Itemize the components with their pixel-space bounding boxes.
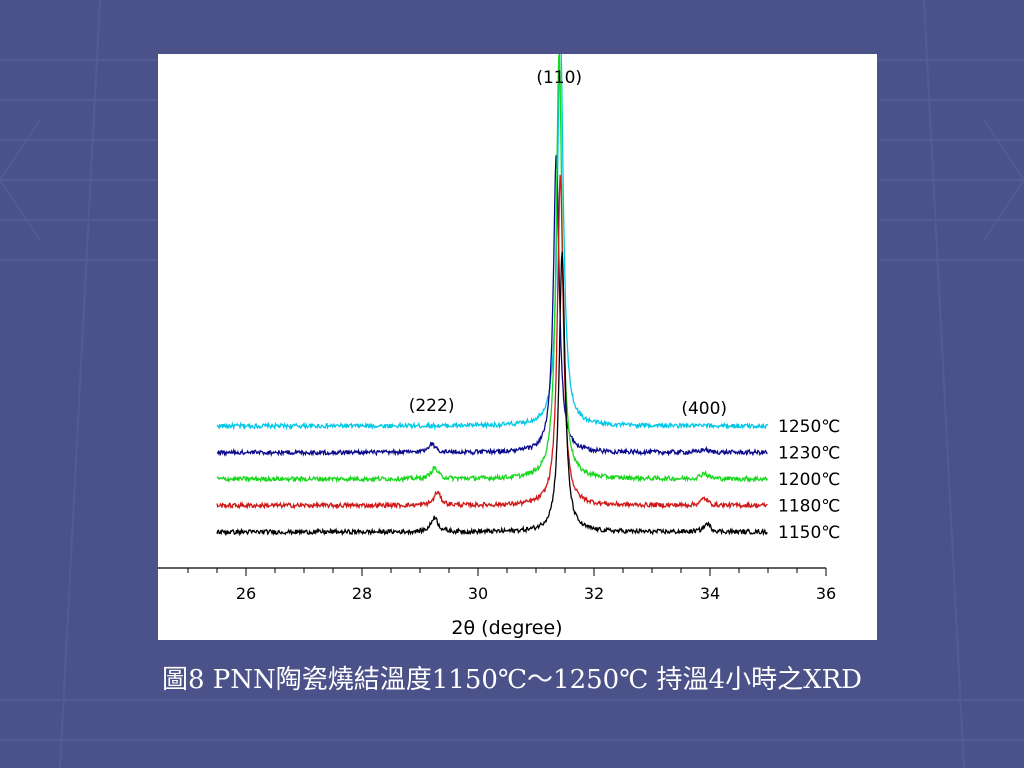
x-axis-label: 2θ (degree) bbox=[451, 617, 562, 639]
chart-panel: 26 28 30 32 34 36 2θ (degree) 1250℃ 1230℃ 1200℃ 11… bbox=[158, 54, 877, 640]
series-label: 1230℃ bbox=[778, 444, 840, 464]
series-line-1230℃ bbox=[216, 153, 768, 457]
peak-label: (110) bbox=[536, 68, 582, 88]
x-tick-label: 36 bbox=[816, 584, 836, 603]
x-tick-label: 32 bbox=[584, 584, 604, 603]
series-line-1180℃ bbox=[216, 174, 768, 510]
series-label: 1150℃ bbox=[778, 523, 840, 543]
series-line-1200℃ bbox=[216, 54, 769, 484]
x-tick-label: 34 bbox=[700, 584, 720, 603]
x-tick-label: 26 bbox=[236, 584, 256, 603]
peak-label: (400) bbox=[681, 399, 727, 419]
series-line-1250℃ bbox=[216, 54, 769, 431]
peak-label: (222) bbox=[409, 396, 455, 416]
series-label: 1180℃ bbox=[778, 497, 840, 517]
x-tick-label: 28 bbox=[352, 584, 372, 603]
series-line-1150℃ bbox=[216, 251, 768, 537]
xrd-chart: 26 28 30 32 34 36 2θ (degree) 1250℃ 1230℃ 1200℃ 11… bbox=[158, 54, 840, 639]
series-label: 1200℃ bbox=[778, 470, 840, 490]
figure-caption: 圖8 PNN陶瓷燒結溫度1150℃～1250℃ 持溫4小時之XRD bbox=[161, 665, 863, 695]
series-label: 1250℃ bbox=[778, 417, 840, 437]
x-tick-label: 30 bbox=[468, 584, 488, 603]
